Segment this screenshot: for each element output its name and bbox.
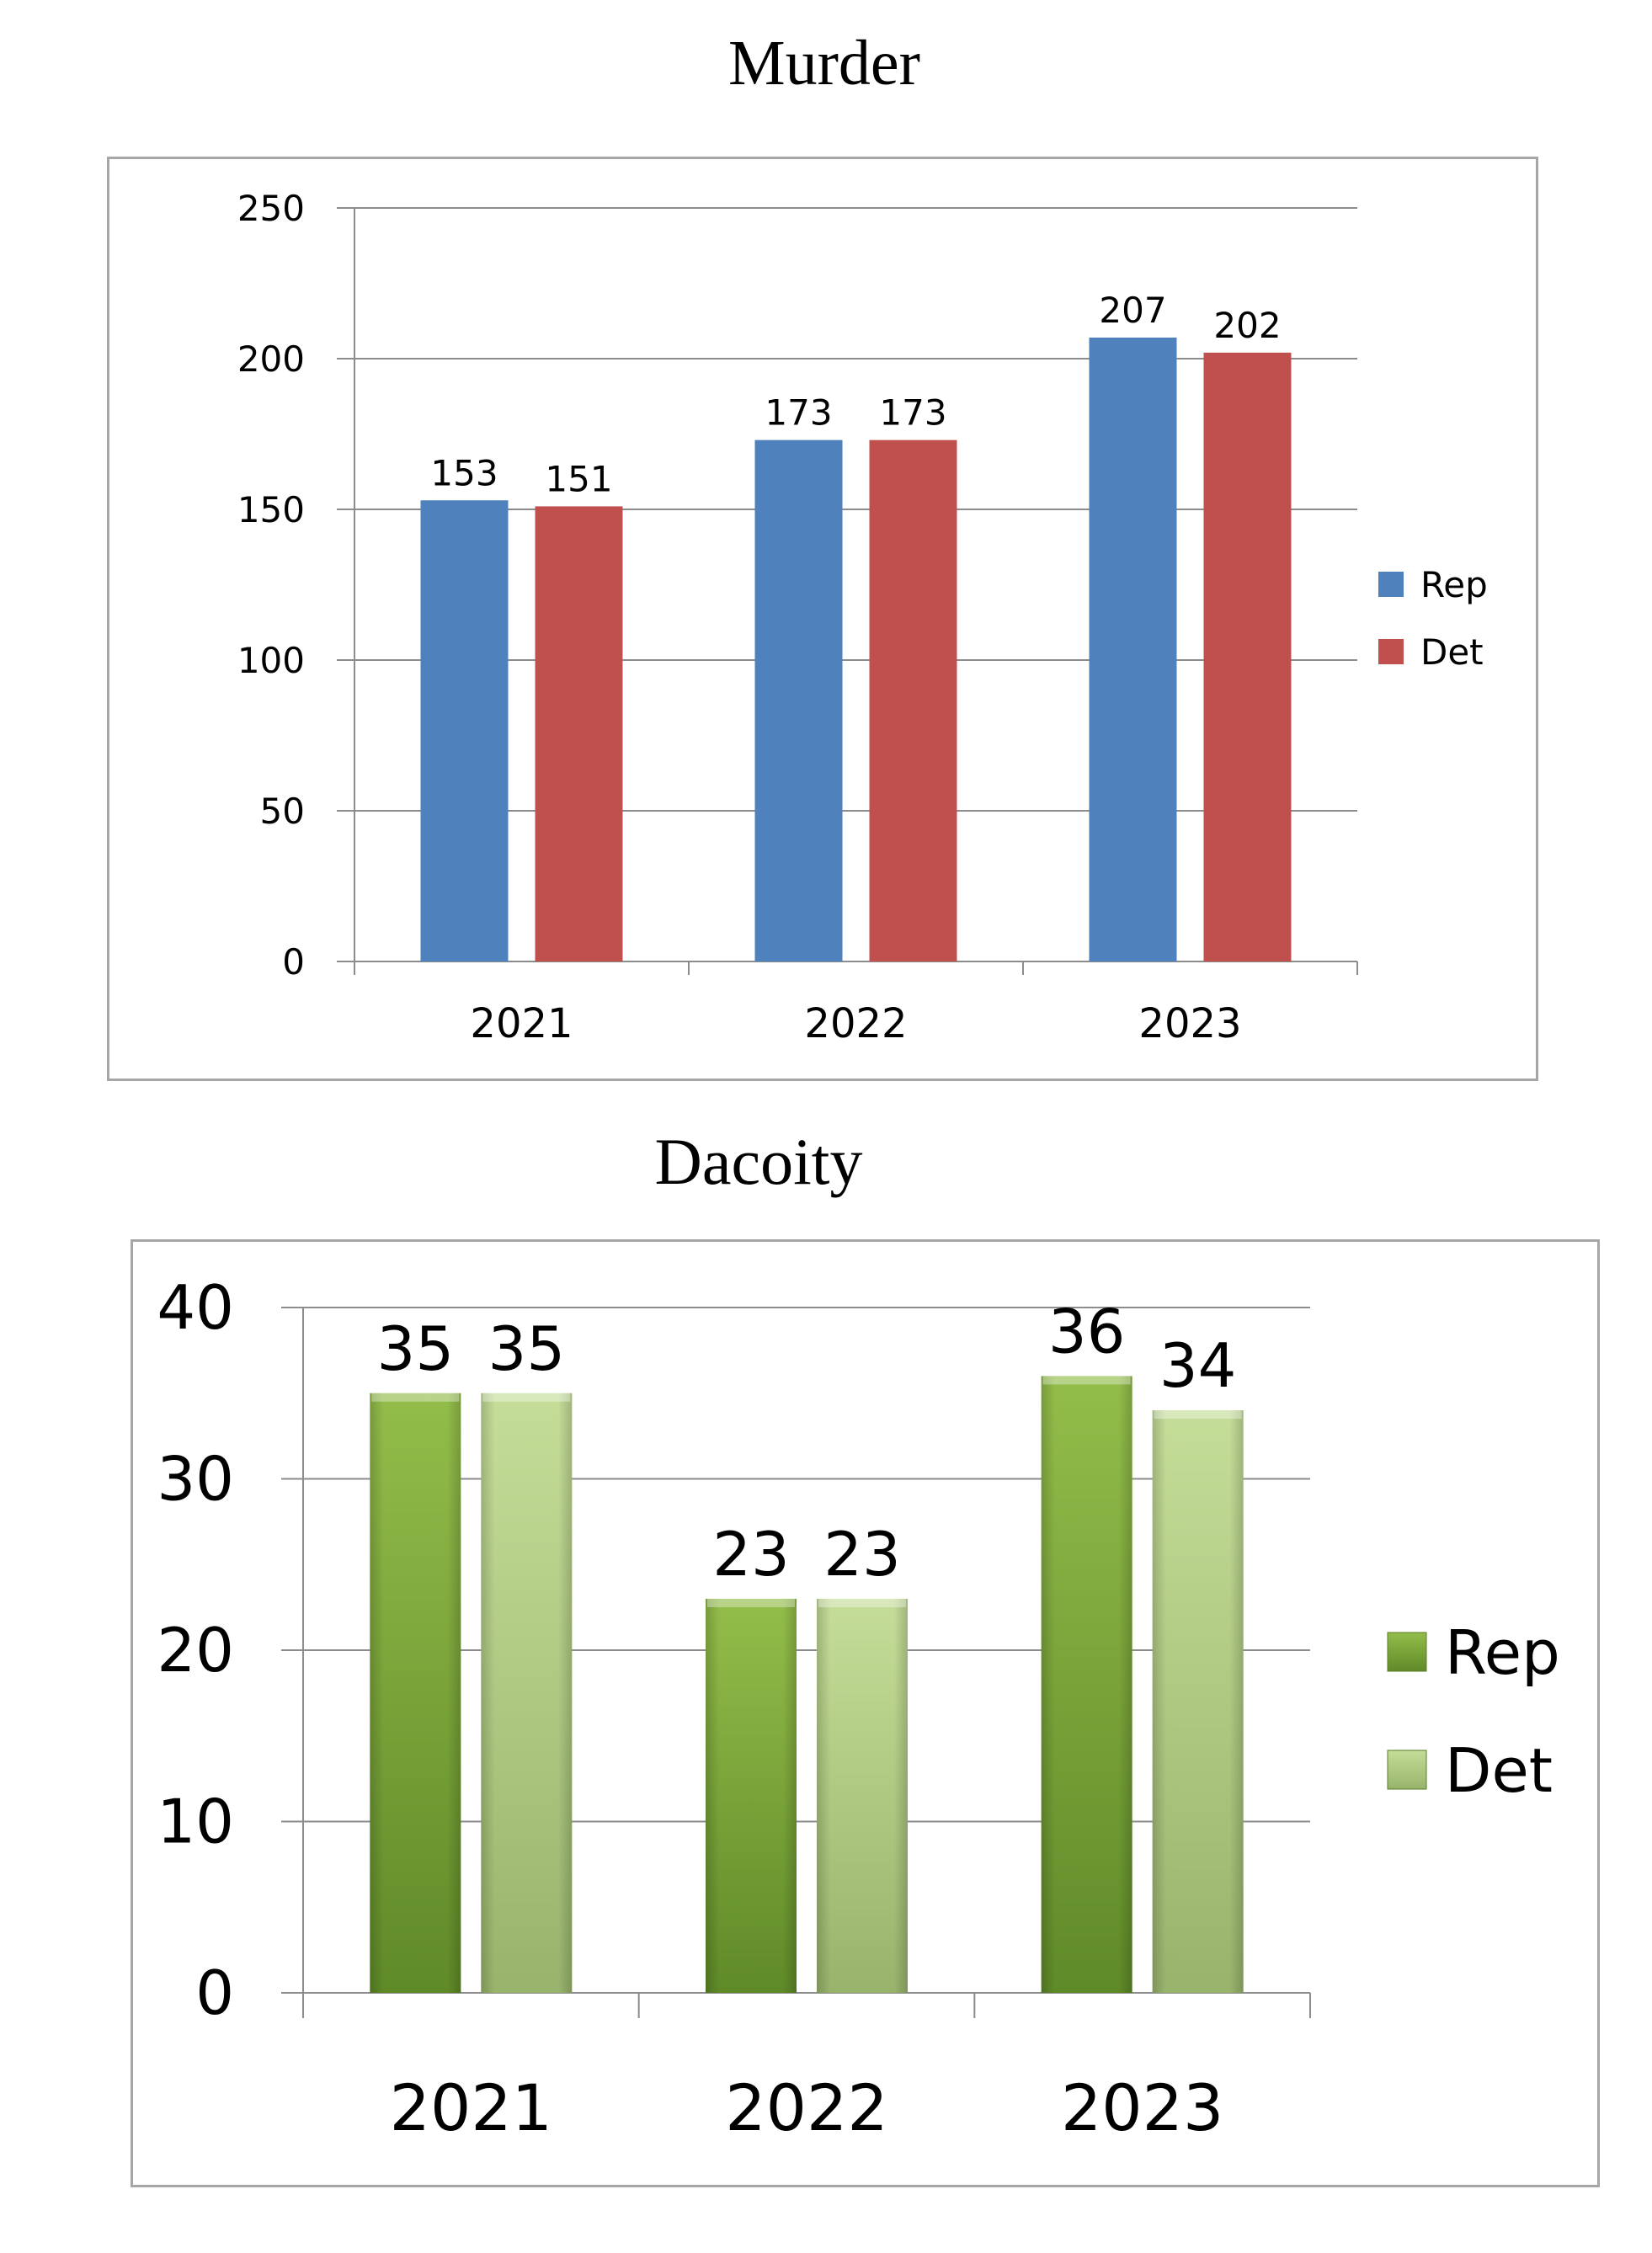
bar-shade bbox=[481, 1393, 573, 1993]
bar-shade bbox=[370, 1393, 461, 1993]
legend-label-rep: Rep bbox=[1445, 1617, 1560, 1688]
y-tick-label: 0 bbox=[282, 941, 305, 983]
data-label: 35 bbox=[377, 1313, 455, 1384]
data-label: 23 bbox=[712, 1519, 790, 1590]
data-label: 173 bbox=[765, 392, 832, 434]
x-tick-label: 2023 bbox=[1061, 2070, 1223, 2145]
data-label: 36 bbox=[1048, 1296, 1126, 1366]
bar-rep-2023 bbox=[1089, 337, 1177, 961]
y-tick-label: 250 bbox=[237, 188, 305, 229]
bar-cap bbox=[1042, 1376, 1131, 1385]
data-label: 151 bbox=[545, 458, 612, 499]
legend-swatch-det bbox=[1387, 1750, 1427, 1790]
legend-swatch-rep bbox=[1387, 1632, 1427, 1672]
data-label: 153 bbox=[430, 452, 498, 493]
data-label: 23 bbox=[823, 1519, 901, 1590]
x-tick-label: 2022 bbox=[804, 1000, 907, 1047]
y-tick-label: 200 bbox=[237, 338, 305, 380]
y-tick-label: 30 bbox=[157, 1444, 234, 1515]
x-tick-label: 2021 bbox=[390, 2070, 552, 2145]
bar-det-2022 bbox=[869, 439, 957, 961]
bar-shade bbox=[1041, 1376, 1132, 1993]
bar-rep-2022 bbox=[754, 439, 843, 961]
murder-chart: 0 50 100 150 200 250 2021 153 151 2022 173 173 2023 2… bbox=[237, 188, 1488, 1047]
x-tick-label: 2022 bbox=[725, 2070, 887, 2145]
bar-cap bbox=[371, 1393, 460, 1402]
data-label: 207 bbox=[1099, 290, 1166, 331]
y-tick-label: 100 bbox=[237, 640, 305, 681]
bar-shade bbox=[1152, 1410, 1244, 1993]
y-tick-label: 150 bbox=[237, 489, 305, 530]
y-tick-label: 0 bbox=[195, 1957, 234, 2028]
data-label: 35 bbox=[488, 1313, 566, 1384]
x-tick-label: 2023 bbox=[1138, 1000, 1241, 1047]
bar-cap bbox=[1154, 1410, 1242, 1419]
dacoity-chart: 0 10 20 30 40 2021 35 35 2022 23 23 2023 36 34 Rep Det bbox=[157, 1272, 1559, 2145]
bar-cap bbox=[482, 1393, 571, 1402]
legend-label-rep: Rep bbox=[1420, 564, 1488, 605]
data-label: 202 bbox=[1213, 305, 1281, 346]
data-label: 34 bbox=[1159, 1330, 1237, 1401]
bar-shade bbox=[706, 1598, 797, 1993]
dacoity-chart-title: Dacoity bbox=[654, 1125, 863, 1198]
bar-cap bbox=[818, 1598, 906, 1607]
y-tick-label: 20 bbox=[157, 1615, 234, 1686]
bar-shade bbox=[817, 1598, 908, 1993]
legend-swatch-rep bbox=[1378, 572, 1404, 597]
data-label: 173 bbox=[879, 392, 946, 434]
legend-label-det: Det bbox=[1420, 631, 1484, 673]
bar-det-2023 bbox=[1203, 352, 1292, 962]
bar-cap bbox=[707, 1598, 795, 1607]
legend-swatch-det bbox=[1378, 639, 1404, 664]
x-tick-label: 2021 bbox=[470, 1000, 573, 1047]
legend-label-det: Det bbox=[1445, 1735, 1553, 1806]
murder-chart-title: Murder bbox=[728, 28, 920, 99]
bar-rep-2021 bbox=[420, 500, 509, 961]
y-tick-label: 10 bbox=[157, 1787, 234, 1857]
bar-det-2021 bbox=[535, 506, 623, 961]
y-tick-label: 50 bbox=[260, 791, 305, 832]
y-tick-label: 40 bbox=[157, 1272, 234, 1343]
